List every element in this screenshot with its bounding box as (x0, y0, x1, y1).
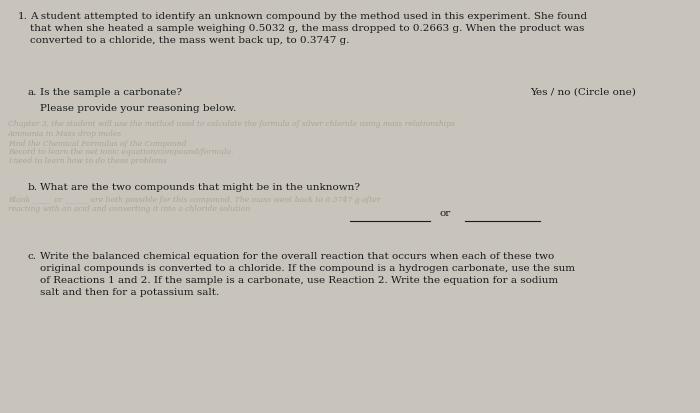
Text: Write the balanced chemical equation for the overall reaction that occurs when e: Write the balanced chemical equation for… (40, 252, 554, 260)
Text: a.: a. (28, 88, 37, 97)
Text: I need to learn how to do these problems: I need to learn how to do these problems (8, 157, 167, 165)
Text: converted to a chloride, the mass went back up, to 0.3747 g.: converted to a chloride, the mass went b… (30, 36, 349, 45)
Text: Chapter 3, the student will use the method used to calculate the formula of silv: Chapter 3, the student will use the meth… (8, 120, 455, 128)
Text: What are the two compounds that might be in the unknown?: What are the two compounds that might be… (40, 183, 360, 192)
Text: b.: b. (28, 183, 38, 192)
Text: Blank _____ or ______ are both possible for this compound. The mass went back to: Blank _____ or ______ are both possible … (8, 195, 381, 204)
Text: Please provide your reasoning below.: Please provide your reasoning below. (40, 104, 237, 113)
Text: salt and then for a potassium salt.: salt and then for a potassium salt. (40, 287, 219, 296)
Text: Find the Chemical Formulas of the Compound: Find the Chemical Formulas of the Compou… (8, 140, 186, 147)
Text: Is the sample a carbonate?: Is the sample a carbonate? (40, 88, 182, 97)
Text: original compounds is converted to a chloride. If the compound is a hydrogen car: original compounds is converted to a chl… (40, 263, 575, 272)
Text: Record to learn the net ionic equation/compound/formula.: Record to learn the net ionic equation/c… (8, 147, 233, 156)
Text: that when she heated a sample weighing 0.5032 g, the mass dropped to 0.2663 g. W: that when she heated a sample weighing 0… (30, 24, 584, 33)
Text: Ammonia in Mass drop moles: Ammonia in Mass drop moles (8, 130, 122, 138)
Text: reacting with an acid and converting it into a chloride solution: reacting with an acid and converting it … (8, 204, 251, 212)
Text: of Reactions 1 and 2. If the sample is a carbonate, use Reaction 2. Write the eq: of Reactions 1 and 2. If the sample is a… (40, 275, 558, 284)
Text: Yes / no (Circle one): Yes / no (Circle one) (530, 88, 636, 97)
Text: 1.: 1. (18, 12, 28, 21)
Text: A student attempted to identify an unknown compound by the method used in this e: A student attempted to identify an unkno… (30, 12, 587, 21)
Text: c.: c. (28, 252, 37, 260)
Text: or: or (440, 209, 452, 218)
